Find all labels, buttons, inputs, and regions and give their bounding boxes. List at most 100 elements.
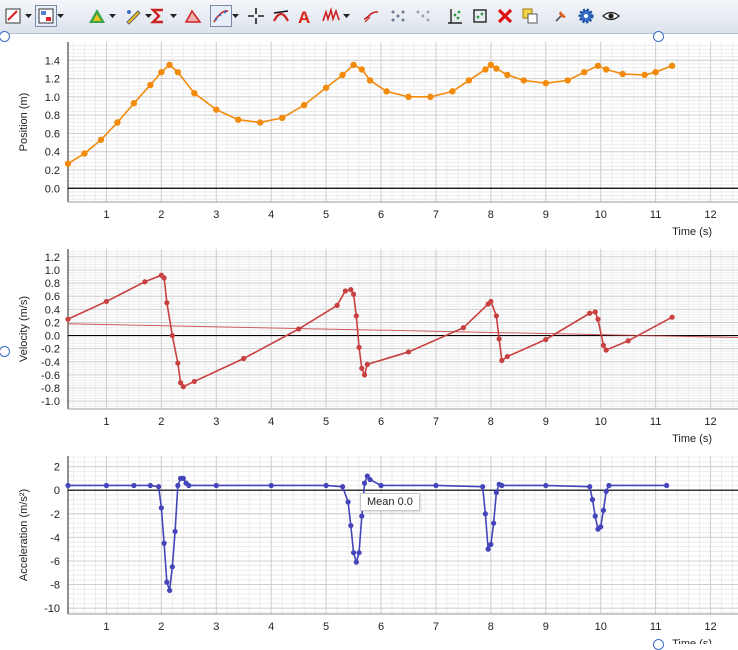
graph-options-button[interactable]: [3, 6, 23, 26]
copy-graph-button[interactable]: [520, 6, 540, 26]
y-tick-label: 0.4: [45, 304, 60, 316]
data-point: [592, 513, 598, 519]
deselect-points-button[interactable]: [413, 6, 433, 26]
autoscale-icon: [448, 9, 462, 24]
data-point: [81, 150, 88, 157]
data-point: [603, 488, 609, 494]
data-point: [169, 564, 175, 570]
data-point: [668, 62, 676, 69]
y-tick-label: 0.2: [45, 317, 60, 329]
data-point: [114, 119, 121, 126]
data-point: [493, 489, 499, 496]
data-point: [542, 79, 549, 87]
tangent-button[interactable]: [271, 6, 291, 26]
x-tick-label: 3: [213, 209, 219, 221]
dropdown-arrow-icon[interactable]: [25, 12, 32, 20]
examine-crosshair-button[interactable]: [246, 6, 266, 26]
panel-resize-handle-bottom[interactable]: [653, 639, 664, 650]
x-tick-label: 11: [650, 416, 661, 428]
autoscale-button[interactable]: [445, 6, 465, 26]
interpolate-button[interactable]: [321, 6, 341, 26]
x-tick-label: 5: [323, 621, 329, 633]
x-tick-label: 8: [488, 416, 494, 428]
chart-panel-2: -1.0-0.8-0.6-0.4-0.20.0 0.20.40.60.81.01.…: [18, 249, 738, 445]
sigma-statistics-button[interactable]: [148, 6, 168, 26]
y-tick-label: 1.4: [45, 55, 60, 67]
settings-gear-button[interactable]: [576, 6, 596, 26]
data-point: [164, 579, 170, 585]
eye-view-icon: [602, 11, 620, 21]
data-point: [334, 302, 340, 308]
data-point: [488, 541, 494, 548]
x-tick-label: 6: [378, 209, 384, 221]
data-point: [356, 550, 362, 556]
data-point: [257, 119, 264, 126]
data-point: [358, 66, 366, 73]
x-tick-label: 8: [488, 621, 494, 633]
curve-fit-icon: [213, 10, 229, 23]
data-point: [213, 106, 220, 113]
dropdown-arrow-icon[interactable]: [57, 12, 64, 20]
data-point: [482, 511, 488, 517]
data-point: [191, 378, 197, 385]
data-point: [350, 550, 357, 556]
select-points-button[interactable]: [388, 6, 408, 26]
chart-panel-1: 0.00.20.40.60.81.01.21.41 2 3 4 5 6 7 8 9 10 11 12T…: [18, 42, 738, 238]
panel-resize-handle-center[interactable]: [653, 31, 664, 42]
data-point: [378, 482, 384, 489]
analyze-triangle-button[interactable]: [87, 6, 107, 26]
annotation-a-button[interactable]: A: [295, 6, 315, 26]
data-point: [353, 559, 359, 565]
data-point: [213, 482, 219, 489]
delete-button[interactable]: [495, 6, 515, 26]
y-tick-label: 0.6: [45, 291, 60, 303]
data-point: [433, 482, 439, 489]
y-tick-label: 1.2: [45, 74, 60, 86]
view-layout-button[interactable]: [35, 5, 57, 27]
dropdown-arrow-icon[interactable]: [109, 12, 116, 20]
data-point: [364, 361, 370, 368]
data-point: [164, 300, 170, 306]
integral-area-button[interactable]: [183, 6, 203, 26]
highlight-pen-button[interactable]: [123, 6, 143, 26]
eye-view-button[interactable]: [601, 6, 621, 26]
y-tick-label: 0.8: [45, 110, 60, 122]
x-tick-label: 1: [103, 209, 109, 221]
dropdown-arrow-icon[interactable]: [232, 12, 239, 20]
panel-resize-handle-left-middle[interactable]: [0, 346, 10, 357]
data-point: [359, 513, 365, 519]
x-tick-label: 6: [378, 416, 384, 428]
x-tick-label: 10: [595, 416, 607, 428]
data-point: [480, 484, 486, 490]
data-point: [103, 298, 110, 305]
data-point: [339, 484, 346, 490]
graph-area: 0.00.20.40.60.81.01.21.41 2 3 4 5 6 7 8 9 10 11 12T…: [18, 42, 738, 644]
dropdown-arrow-icon[interactable]: [170, 12, 177, 20]
dropdown-arrow-icon[interactable]: [145, 12, 152, 20]
data-point: [161, 540, 167, 546]
data-point: [499, 357, 505, 364]
data-point: [504, 71, 511, 79]
x-tick-label: 3: [213, 416, 219, 428]
autoscale-from-zero-button[interactable]: [470, 6, 490, 26]
panel-resize-handle-left[interactable]: [0, 31, 10, 42]
x-tick-label: 3: [213, 621, 219, 633]
y-tick-label: 0.6: [45, 128, 60, 140]
pin-button[interactable]: [551, 6, 571, 26]
autoscale-from-zero-icon: [473, 9, 487, 23]
data-point: [350, 291, 357, 297]
smoothing-button[interactable]: [361, 6, 381, 26]
data-point: [300, 101, 308, 109]
data-point: [348, 522, 354, 529]
data-point: [348, 287, 354, 293]
curve-fit-button[interactable]: [210, 5, 232, 27]
y-tick-label: 1.0: [45, 92, 60, 104]
linear-fit-line: [67, 323, 738, 339]
x-tick-label: 11: [650, 621, 661, 633]
data-point: [487, 61, 495, 69]
integral-area-icon: [184, 9, 202, 23]
copy-graph-icon: [522, 8, 538, 24]
data-point: [504, 353, 510, 360]
dropdown-arrow-icon[interactable]: [343, 12, 350, 20]
x-tick-label: 2: [158, 621, 164, 633]
